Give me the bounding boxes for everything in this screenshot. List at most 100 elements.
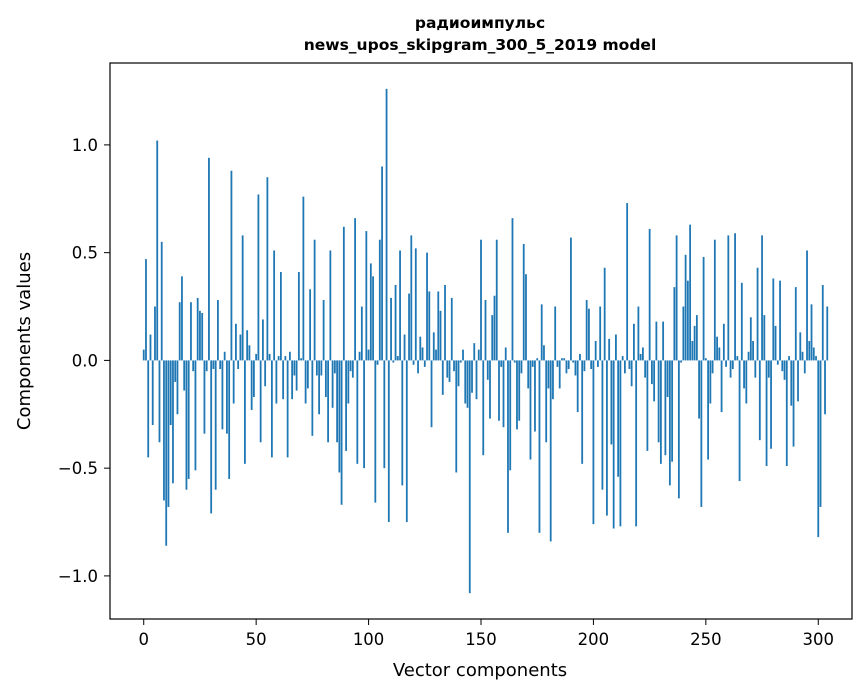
bar-145 — [468, 360, 471, 594]
bar-187 — [563, 358, 566, 361]
bar-143 — [464, 360, 467, 404]
bar-169 — [522, 244, 525, 361]
bar-179 — [545, 360, 548, 443]
bar-59 — [275, 360, 278, 404]
bar-297 — [810, 304, 813, 361]
bar-106 — [381, 166, 383, 361]
bar-15 — [176, 360, 179, 415]
bar-177 — [540, 304, 543, 361]
bar-254 — [713, 239, 716, 361]
bar-67 — [293, 360, 296, 376]
bar-29 — [208, 157, 210, 361]
bar-0 — [142, 349, 145, 361]
bar-294 — [803, 360, 806, 374]
bar-137 — [450, 297, 453, 361]
bar-232 — [664, 360, 667, 456]
bar-114 — [399, 250, 401, 361]
bar-152 — [484, 300, 487, 361]
bar-282 — [776, 360, 779, 365]
bar-301 — [819, 360, 822, 507]
bar-147 — [473, 343, 476, 361]
bar-97 — [360, 306, 363, 361]
bar-185 — [558, 360, 561, 389]
bar-181 — [549, 360, 552, 542]
bar-3 — [149, 334, 152, 361]
y-axis-label: Components values — [14, 252, 35, 430]
bar-226 — [650, 360, 653, 385]
bar-196 — [583, 360, 586, 372]
bar-123 — [419, 336, 422, 361]
bar-49 — [253, 360, 255, 398]
bar-17 — [181, 276, 183, 361]
bar-158 — [498, 360, 500, 421]
bar-197 — [585, 300, 588, 361]
bar-18 — [183, 360, 186, 391]
bar-180 — [547, 360, 550, 389]
bar-129 — [432, 332, 435, 361]
bar-139 — [455, 360, 458, 473]
bar-120 — [412, 360, 415, 365]
bar-188 — [565, 360, 568, 374]
bar-235 — [671, 360, 674, 462]
bar-32 — [214, 360, 217, 490]
bar-257 — [720, 360, 723, 413]
bar-262 — [731, 360, 734, 370]
bar-138 — [453, 360, 455, 372]
bar-112 — [394, 284, 397, 361]
y-tick-label: 0.0 — [72, 351, 98, 370]
bar-279 — [770, 360, 772, 449]
bar-183 — [554, 306, 557, 361]
bar-117 — [405, 360, 408, 523]
bar-74 — [309, 289, 312, 361]
bar-46 — [246, 330, 249, 361]
bar-243 — [689, 224, 692, 361]
bar-21 — [190, 302, 192, 361]
bar-8 — [160, 241, 163, 361]
bar-292 — [799, 332, 802, 361]
bar-43 — [239, 334, 242, 361]
bar-64 — [286, 360, 289, 458]
bar-189 — [567, 360, 570, 370]
bar-39 — [230, 170, 233, 361]
bar-209 — [612, 360, 615, 529]
bar-258 — [722, 323, 725, 361]
bar-190 — [570, 237, 572, 361]
bar-73 — [306, 360, 309, 389]
bar-269 — [747, 351, 750, 361]
bar-201 — [594, 341, 597, 361]
bar-205 — [603, 267, 606, 361]
bar-7 — [158, 360, 161, 443]
bar-111 — [392, 360, 395, 363]
bar-290 — [794, 287, 797, 361]
bar-87 — [338, 360, 341, 473]
bar-110 — [390, 297, 392, 361]
bar-166 — [516, 360, 518, 430]
bar-237 — [675, 235, 678, 361]
bar-62 — [282, 360, 285, 400]
x-tick-label: 50 — [246, 630, 267, 649]
bar-42 — [237, 360, 240, 370]
bar-51 — [257, 194, 260, 361]
bar-194 — [579, 353, 581, 361]
y-tick-label: 0.5 — [72, 244, 98, 263]
bar-72 — [304, 360, 307, 404]
bar-1 — [145, 259, 147, 361]
bar-159 — [500, 360, 503, 367]
bar-11 — [167, 360, 170, 507]
bar-27 — [203, 360, 206, 434]
bar-265 — [738, 360, 741, 482]
x-tick-label: 0 — [138, 630, 149, 649]
bar-246 — [695, 315, 698, 361]
bar-25 — [199, 310, 201, 361]
bar-252 — [709, 360, 712, 404]
bar-12 — [169, 360, 172, 426]
bar-148 — [475, 360, 478, 400]
bar-89 — [342, 226, 345, 361]
bar-121 — [414, 248, 417, 361]
bar-218 — [633, 323, 635, 361]
bar-253 — [711, 360, 714, 374]
bar-6 — [156, 140, 159, 361]
bar-173 — [531, 360, 534, 367]
bar-13 — [172, 360, 174, 484]
bar-33 — [217, 300, 219, 361]
